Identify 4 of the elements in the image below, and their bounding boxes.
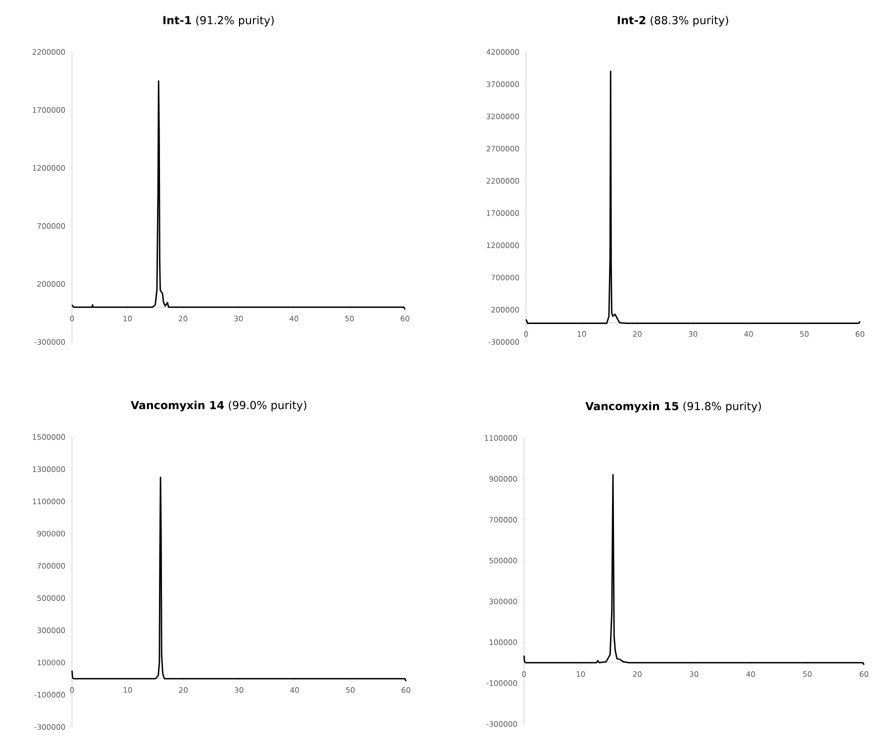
chart-title: Int-1 (91.2% purity): [163, 16, 274, 26]
chart-title: Int-2 (88.3% purity): [618, 16, 728, 26]
chart-title: Vancomyxin 15 (91.8% purity): [585, 402, 761, 412]
chart-title: Vancomyxin 14 (99.0% purity): [130, 400, 306, 412]
